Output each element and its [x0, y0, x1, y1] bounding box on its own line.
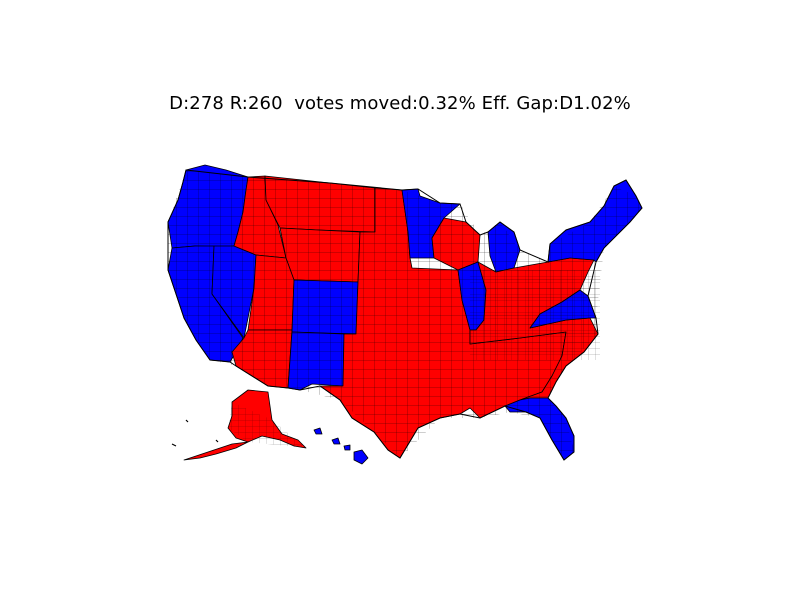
county-borders: [168, 170, 642, 460]
region-alaska-tail: [183, 441, 249, 461]
map-title: D:278 R:260 votes moved:0.32% Eff. Gap:D…: [169, 93, 631, 114]
region-hawaii: [353, 449, 369, 465]
national-outline: [167, 169, 643, 461]
region-hawaii-islands: [313, 427, 351, 451]
